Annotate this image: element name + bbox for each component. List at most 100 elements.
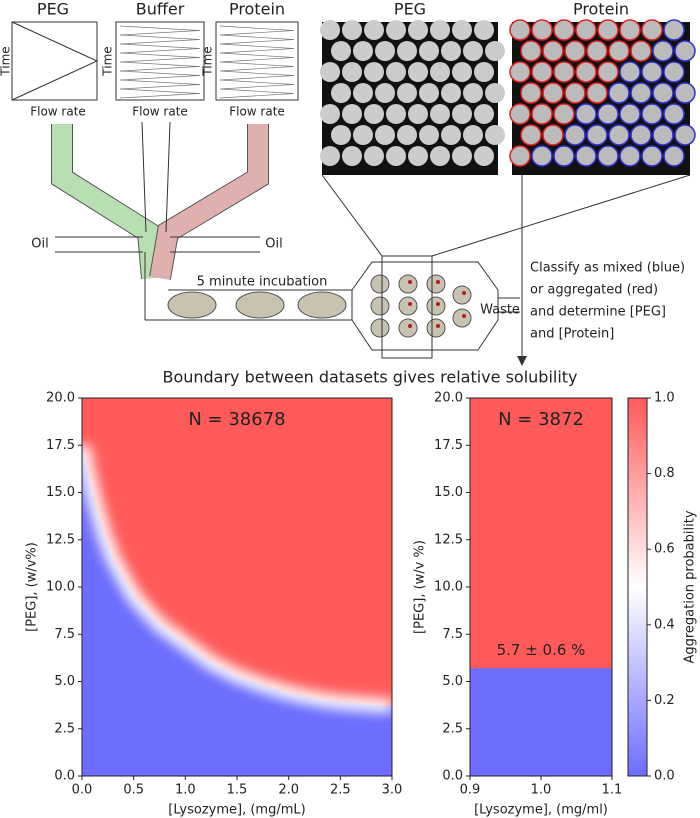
droplet xyxy=(542,124,564,146)
droplet xyxy=(674,124,696,146)
droplet xyxy=(375,125,395,145)
image-title: PEG xyxy=(394,0,426,19)
droplet xyxy=(386,146,406,166)
y-tick-label: 17.5 xyxy=(46,438,75,453)
droplet xyxy=(426,296,446,316)
droplet xyxy=(485,125,505,145)
y-tick-label: 10.0 xyxy=(46,580,75,595)
droplet xyxy=(452,146,472,166)
droplet xyxy=(641,145,663,167)
annotation: N = 3872 xyxy=(498,409,584,430)
droplet xyxy=(364,20,384,40)
droplet xyxy=(397,83,417,103)
aggregate xyxy=(408,302,412,306)
droplet xyxy=(509,145,531,167)
y-tick-label: 7.5 xyxy=(442,627,463,642)
flow-profile xyxy=(11,21,99,101)
droplet xyxy=(586,82,608,104)
classify-text: Classify as mixed (blue) xyxy=(530,261,685,276)
droplet xyxy=(370,318,390,338)
high-region xyxy=(470,398,612,669)
droplet xyxy=(419,83,439,103)
y-tick-label: 0.0 xyxy=(442,769,463,784)
droplet xyxy=(342,20,362,40)
droplet xyxy=(463,83,483,103)
droplet xyxy=(320,20,340,40)
droplet xyxy=(474,62,494,82)
droplet xyxy=(619,103,641,125)
droplet xyxy=(564,40,586,62)
tube-wall xyxy=(141,121,147,233)
droplet xyxy=(474,146,494,166)
droplet xyxy=(531,61,553,83)
high-region xyxy=(82,398,392,707)
droplet xyxy=(586,124,608,146)
waste-label: Waste xyxy=(480,303,520,318)
droplet xyxy=(520,82,542,104)
axis-label: Flow rate xyxy=(30,105,86,119)
colorbar-label: Aggregation probability xyxy=(683,510,698,663)
tube xyxy=(52,124,162,279)
aggregate xyxy=(462,291,466,295)
droplet xyxy=(531,145,553,167)
droplet xyxy=(509,103,531,125)
droplet xyxy=(398,318,418,338)
droplet xyxy=(452,62,472,82)
colorbar-tick-label: 0.8 xyxy=(654,466,675,481)
droplet xyxy=(452,104,472,124)
droplet xyxy=(370,296,390,316)
droplet xyxy=(553,103,575,125)
droplet xyxy=(531,19,553,41)
colorbar-tick-label: 0.6 xyxy=(654,542,675,557)
droplet xyxy=(663,61,685,83)
x-tick-label: 0.9 xyxy=(460,783,481,798)
y-tick-label: 15.0 xyxy=(434,485,463,500)
droplet xyxy=(419,41,439,61)
aggregate xyxy=(408,280,412,284)
droplet xyxy=(408,104,428,124)
droplet xyxy=(663,103,685,125)
micrograph-droplets xyxy=(320,19,696,167)
droplet xyxy=(375,41,395,61)
aggregate xyxy=(436,280,440,284)
droplet xyxy=(485,41,505,61)
arrow-head xyxy=(517,356,527,366)
tube xyxy=(150,124,268,280)
droplet xyxy=(463,41,483,61)
droplet xyxy=(619,145,641,167)
droplet xyxy=(674,40,696,62)
flow-plot xyxy=(11,21,98,101)
droplet xyxy=(386,104,406,124)
droplet xyxy=(663,19,685,41)
droplet xyxy=(531,103,553,125)
tube-wall xyxy=(165,121,171,233)
droplet xyxy=(553,19,575,41)
droplet xyxy=(553,61,575,83)
charts: 0.0 2.5 5.0 7.5 10.0 12.5 15.0 17.5 20.0 0.0 0.5 1.… xyxy=(25,391,698,818)
y-tick-label: 7.5 xyxy=(54,627,75,642)
colorbar-tick-label: 1.0 xyxy=(654,391,675,406)
colorbar-tick-label: 0.4 xyxy=(654,617,675,632)
y-tick-label: 20.0 xyxy=(46,391,75,406)
image-title: Protein xyxy=(573,0,629,19)
droplet xyxy=(426,274,446,294)
y-tick-label: 10.0 xyxy=(434,580,463,595)
y-tick-label: 20.0 xyxy=(434,391,463,406)
x-tick-label: 2.5 xyxy=(330,783,351,798)
droplet xyxy=(564,124,586,146)
droplet xyxy=(630,124,652,146)
droplet xyxy=(364,62,384,82)
droplet xyxy=(474,104,494,124)
droplet xyxy=(419,125,439,145)
colorbar xyxy=(627,397,648,777)
incubation-label: 5 minute incubation xyxy=(197,275,328,290)
droplet xyxy=(331,41,351,61)
axis-label: Flow rate xyxy=(229,105,285,119)
droplet xyxy=(575,61,597,83)
droplet xyxy=(430,62,450,82)
droplet xyxy=(575,19,597,41)
aggregate xyxy=(436,324,440,328)
droplet xyxy=(652,124,674,146)
droplet xyxy=(430,104,450,124)
